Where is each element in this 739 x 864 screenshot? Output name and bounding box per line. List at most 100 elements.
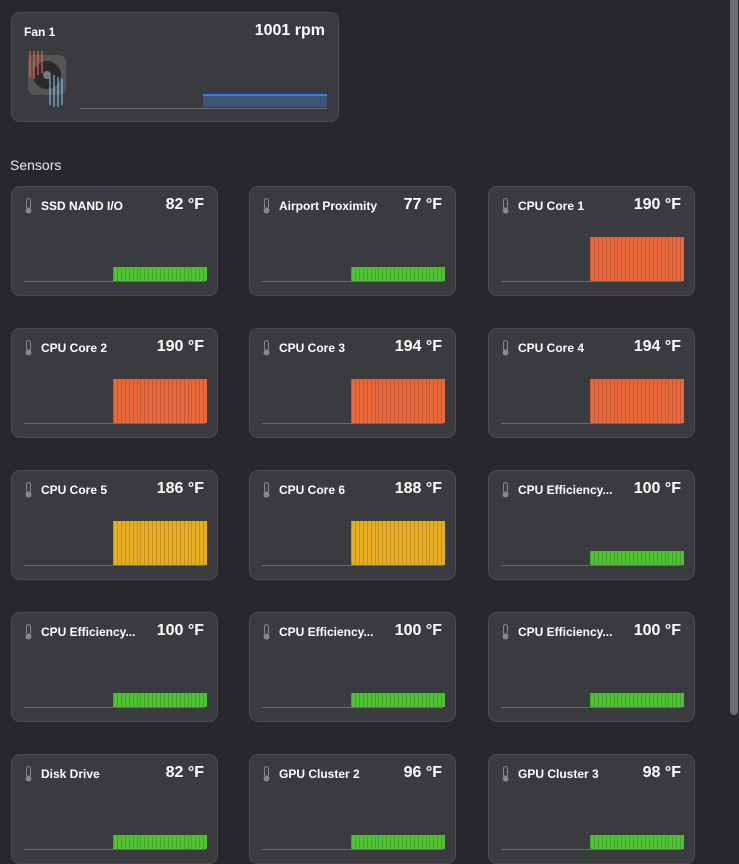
chart-bar — [113, 267, 117, 281]
thermometer-icon — [25, 624, 32, 640]
chart-bar — [144, 693, 149, 707]
chart-bar — [664, 237, 669, 281]
chart-bar — [401, 521, 406, 565]
chart-bar — [362, 267, 367, 281]
section-title: Sensors — [10, 157, 62, 173]
chart-bar — [625, 379, 630, 423]
sensor-value: 188 °F — [394, 480, 442, 497]
sensor-chart — [351, 369, 446, 423]
scrollbar[interactable] — [730, 0, 738, 715]
chart-bar — [140, 693, 145, 707]
sensor-name: GPU Cluster 2 — [279, 767, 360, 781]
chart-bar — [148, 835, 153, 849]
chart-axis — [501, 565, 682, 566]
chart-bar — [144, 267, 149, 281]
sensor-card: CPU Core 6 188 °F — [249, 470, 456, 580]
chart-bar — [629, 693, 634, 707]
chart-axis — [501, 849, 682, 850]
chart-bar — [656, 551, 661, 565]
chart-bar — [358, 267, 363, 281]
chart-bar — [629, 551, 634, 565]
chart-bar — [398, 521, 402, 565]
chart-bar — [191, 521, 196, 565]
chart-bar — [136, 267, 141, 281]
chart-bar — [191, 379, 196, 423]
chart-bar — [617, 835, 622, 849]
chart-bar — [398, 267, 402, 281]
sensor-name: Airport Proximity — [279, 199, 378, 213]
chart-bar — [676, 379, 681, 423]
chart-bar — [605, 693, 610, 707]
chart-bar — [187, 379, 192, 423]
thermometer-icon — [502, 482, 509, 498]
chart-bar — [140, 379, 145, 423]
thermometer-icon — [263, 624, 270, 640]
sensor-name: CPU Core 3 — [279, 341, 346, 355]
chart-bar — [113, 379, 117, 423]
chart-bar — [421, 379, 426, 423]
sensor-chart — [113, 795, 208, 849]
chart-bar — [421, 267, 426, 281]
sensor-name: CPU Efficiency... — [279, 625, 374, 639]
chart-axis — [501, 281, 682, 282]
sensor-card: CPU Efficiency... 100 °F — [249, 612, 456, 722]
chart-bar — [362, 693, 367, 707]
chart-bar — [401, 835, 406, 849]
chart-bar — [203, 379, 208, 423]
chart-bar — [648, 693, 653, 707]
chart-bar — [358, 693, 363, 707]
chart-bar — [124, 835, 129, 849]
chart-bar — [148, 521, 153, 565]
chart-bar — [199, 267, 204, 281]
chart-axis — [262, 849, 443, 850]
chart-bar — [648, 551, 653, 565]
chart-bar — [621, 693, 626, 707]
chart-bar — [601, 835, 606, 849]
chart-bar — [676, 693, 681, 707]
chart-bar — [625, 693, 630, 707]
chart-bar — [629, 379, 634, 423]
sensor-chart — [590, 511, 685, 565]
chart-bar — [664, 551, 669, 565]
chart-bar — [187, 693, 192, 707]
chart-bar — [116, 693, 121, 707]
chart-bar — [116, 267, 121, 281]
chart-bar — [597, 835, 602, 849]
sensor-card: SSD NAND I/O 82 °F — [11, 186, 218, 296]
chart-bar — [421, 521, 426, 565]
sensor-card: CPU Core 4 194 °F — [488, 328, 695, 438]
chart-axis — [501, 707, 682, 708]
chart-bar — [441, 835, 446, 849]
chart-bar — [382, 835, 387, 849]
chart-bar — [652, 835, 657, 849]
chart-bar — [660, 379, 665, 423]
chart-bar — [113, 835, 117, 849]
chart-bar — [175, 267, 180, 281]
chart-bar — [668, 379, 673, 423]
chart-bar — [605, 237, 610, 281]
chart-bar — [629, 237, 634, 281]
chart-bar — [401, 379, 406, 423]
chart-bar — [160, 693, 164, 707]
chart-bar — [167, 379, 172, 423]
chart-bar — [613, 237, 618, 281]
chart-bar — [120, 693, 125, 707]
chart-bar — [676, 835, 681, 849]
chart-bar — [593, 693, 598, 707]
chart-bar — [120, 267, 125, 281]
chart-bar — [374, 835, 379, 849]
thermometer-icon — [25, 340, 32, 356]
chart-bar — [405, 521, 410, 565]
chart-bar — [409, 835, 414, 849]
chart-bar — [378, 835, 383, 849]
chart-bar — [191, 267, 196, 281]
chart-bar — [191, 693, 196, 707]
chart-bar — [652, 237, 657, 281]
chart-bar — [199, 521, 204, 565]
chart-bar — [156, 693, 161, 707]
chart-bar — [144, 521, 149, 565]
thermometer-icon — [25, 198, 32, 214]
chart-bar — [680, 835, 685, 849]
chart-bar — [637, 551, 641, 565]
chart-bar — [601, 693, 606, 707]
